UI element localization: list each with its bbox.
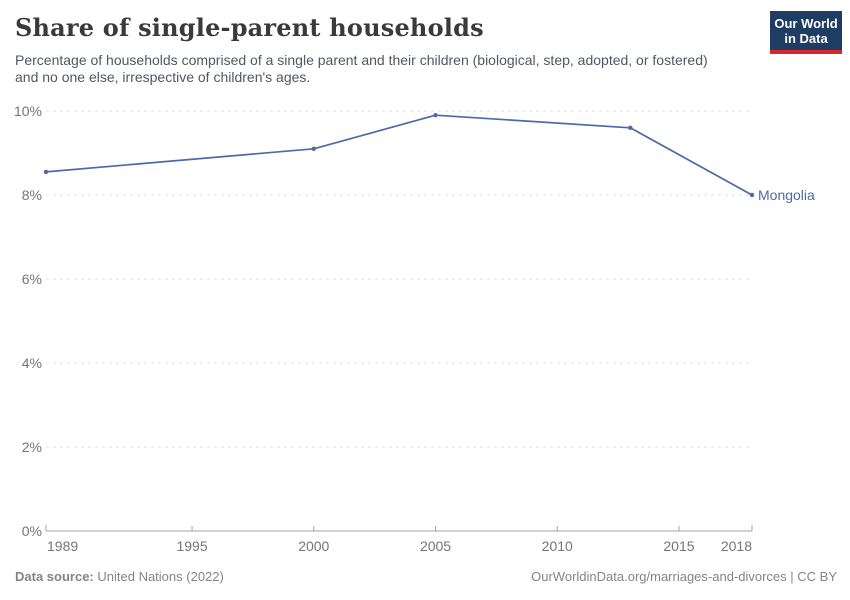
x-tick-label-1995: 1995 (176, 538, 207, 554)
x-tick-label-2005: 2005 (420, 538, 451, 554)
series-line-mongolia[interactable] (45, 114, 753, 196)
x-tick-label-2010: 2010 (542, 538, 573, 554)
x-tick-label-2000: 2000 (298, 538, 329, 554)
owid-logo-line1: Our World (774, 16, 838, 31)
owid-logo-line2: in Data (784, 31, 828, 46)
data-source: Data source: United Nations (2022) (15, 569, 224, 584)
y-tick-label-2%: 2% (22, 439, 42, 455)
owid-logo[interactable]: Our World in Data (770, 11, 842, 54)
y-tick-label-8%: 8% (22, 187, 42, 203)
data-point-2013[interactable] (628, 125, 633, 130)
data-point-2005[interactable] (433, 113, 438, 118)
data-point-2000[interactable] (311, 146, 316, 151)
series-end-label: Mongolia (758, 187, 815, 203)
y-tick-label-0%: 0% (22, 523, 42, 539)
chart-subtitle: Percentage of households comprised of a … (15, 52, 708, 85)
y-tick-label-10%: 10% (14, 103, 42, 119)
credit-link[interactable]: OurWorldinData.org/marriages-and-divorce… (531, 569, 837, 584)
y-tick-label-4%: 4% (22, 355, 42, 371)
y-tick-label-6%: 6% (22, 271, 42, 287)
x-tick-label-2018: 2018 (721, 538, 752, 554)
data-source-value: United Nations (2022) (97, 569, 224, 584)
data-point-2018[interactable] (749, 192, 755, 198)
x-tick-label-1989: 1989 (47, 538, 78, 554)
x-tick-label-2015: 2015 (663, 538, 694, 554)
data-source-label: Data source: (15, 569, 94, 584)
chart-title: Share of single-parent households (15, 13, 484, 42)
data-point-1989[interactable] (43, 169, 49, 175)
